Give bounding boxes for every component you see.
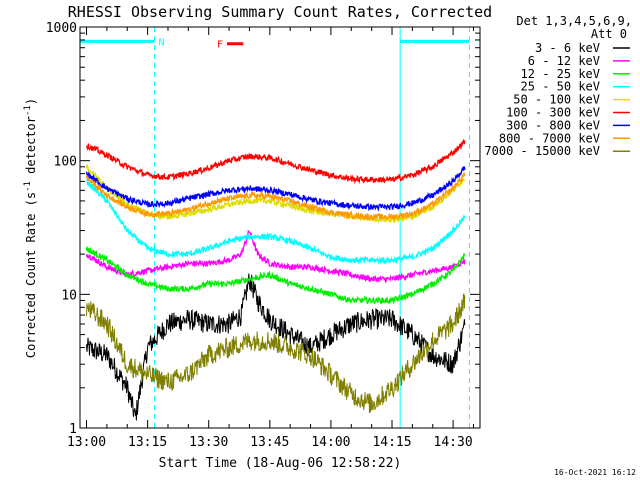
x-tick-label: 13:15: [128, 435, 167, 450]
plot-frame: [79, 26, 481, 429]
y-tick-label: 10: [61, 288, 77, 303]
legend-label: 3 - 6 keV: [535, 41, 600, 55]
series-line-2: [85, 246, 466, 305]
y-axis-label-sup2: -1: [23, 105, 33, 116]
series-line-3: [86, 177, 466, 266]
x-axis-label: Start Time (18-Aug-06 12:58:22): [159, 456, 402, 471]
y-tick-label: 1000: [46, 21, 77, 36]
legend-label: 25 - 50 keV: [521, 80, 600, 94]
chart-title: RHESSI Observing Summary Count Rates, Co…: [68, 3, 492, 21]
legend-label: 12 - 25 keV: [521, 67, 600, 81]
legend-label: 300 - 800 keV: [506, 118, 600, 132]
series-line-0: [86, 273, 466, 421]
legend-label: 7000 - 15000 keV: [484, 144, 600, 158]
x-tick-label: 13:00: [67, 435, 106, 450]
y-axis-label-sup1: -1: [23, 181, 33, 192]
y-axis-label-mid: detector: [24, 116, 38, 181]
legend-label: 6 - 12 keV: [528, 54, 600, 68]
x-tick-label: 13:30: [189, 435, 228, 450]
series-line-8: [86, 293, 466, 414]
legend-header-line2: Att 0: [591, 27, 627, 41]
legend-label: 800 - 7000 keV: [499, 131, 600, 145]
y-tick-label: 100: [54, 155, 77, 170]
footer-date: 16-Oct-2021 16:12: [554, 468, 636, 477]
x-tick-label: 14:30: [434, 435, 473, 450]
y-axis: 1 10 100 1000: [46, 21, 480, 437]
y-axis-label-end: ): [24, 98, 38, 105]
annotation-label: F: [217, 40, 223, 51]
y-tick-label: 1: [69, 422, 77, 437]
series-lines: [85, 138, 466, 421]
x-tick-label: 14:00: [311, 435, 350, 450]
y-axis-label-main: Corrected Count Rate (s: [24, 192, 38, 358]
legend-header-line1: Det 1,3,4,5,6,9,: [516, 14, 632, 28]
series-line-6: [85, 165, 466, 212]
x-tick-label: 13:45: [250, 435, 289, 450]
series-line-1: [85, 229, 466, 284]
legend-label: 100 - 300 keV: [506, 106, 600, 120]
annotation-label: N: [159, 37, 165, 48]
series-line-5: [85, 138, 466, 185]
legend-label: 50 - 100 keV: [513, 93, 600, 107]
x-axis: 13:00 13:15 13:30 13:45 14:00 14:15 14:30: [67, 27, 474, 450]
x-tick-label: 14:15: [372, 435, 411, 450]
series-line-7: [85, 172, 466, 222]
y-axis-label: Corrected Count Rate (s-1 detector-1): [23, 98, 38, 358]
